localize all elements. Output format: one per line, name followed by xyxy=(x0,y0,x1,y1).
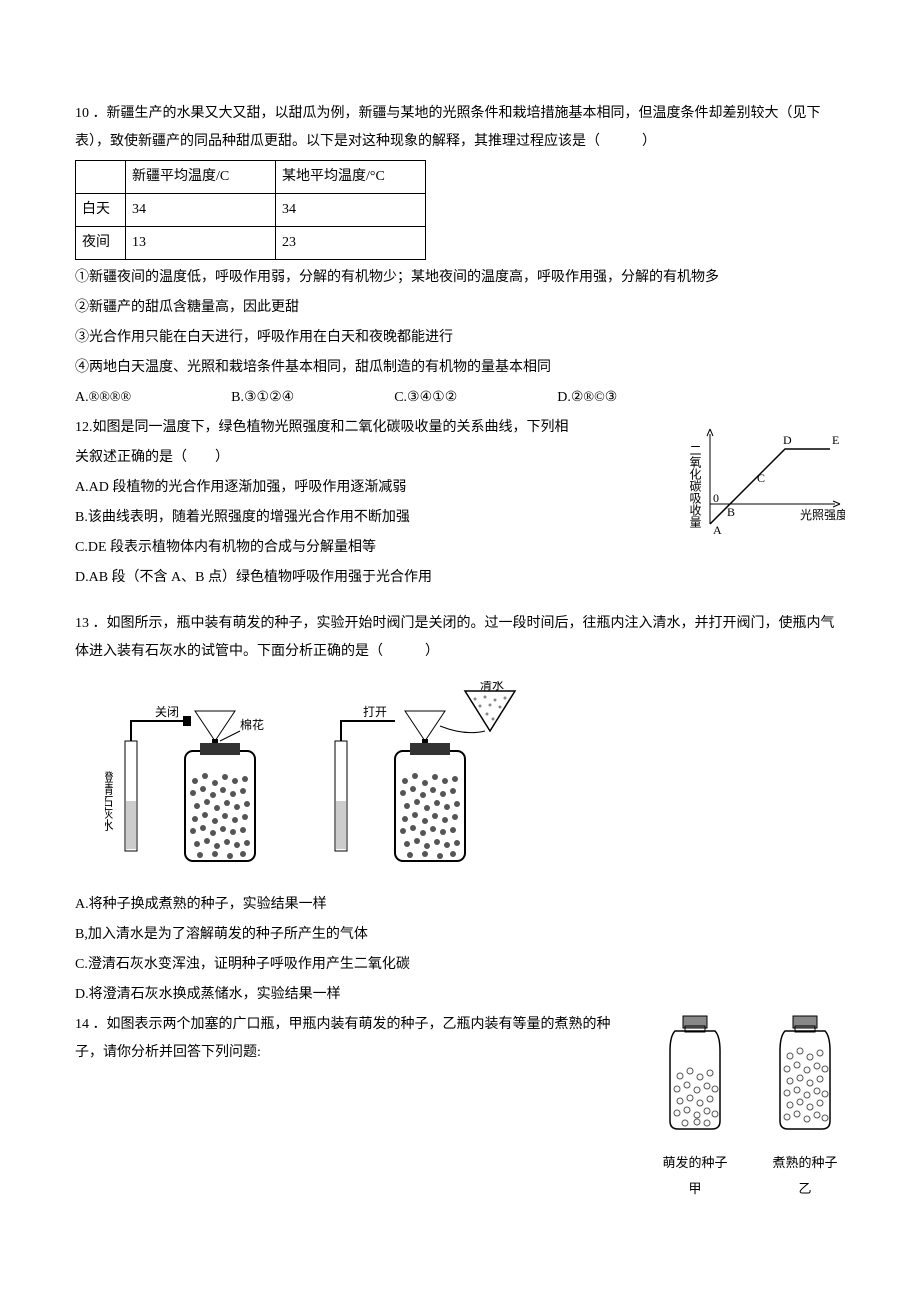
table-cell: 13 xyxy=(126,227,276,260)
table-cell: 23 xyxy=(276,227,426,260)
jar2-name: 乙 xyxy=(765,1176,845,1202)
q12-option-c: C.DE 段表示植物体内有机物的合成与分解量相等 xyxy=(75,534,675,562)
table-cell: 夜间 xyxy=(76,227,126,260)
q10-options: A.®®®® B.③①②④ C.③④①② D.②®©③ xyxy=(75,384,845,412)
svg-text:B: B xyxy=(727,505,735,519)
q12-option-d: D.AB 段（不含 A、B 点）绿色植物呼吸作用强于光合作用 xyxy=(75,564,675,592)
table-header xyxy=(76,161,126,194)
svg-text:棉花: 棉花 xyxy=(240,717,264,732)
q13-option-c: C.澄清石灰水变浑浊，证明种子呼吸作用产生二氧化碳 xyxy=(75,951,845,979)
q10-statement-3: ③光合作用只能在白天进行，呼吸作用在白天和夜晚都能进行 xyxy=(75,324,845,352)
svg-text:二氧化碳吸收量: 二氧化碳吸收量 xyxy=(688,444,702,528)
q10-stem: 10 ．新疆生产的水果又大又甜，以甜瓜为例，新疆与某地的光照条件和栽培措施基本相… xyxy=(75,100,845,156)
q12-stem-line2: 关叙述正确的是（ ） xyxy=(75,444,675,472)
svg-text:D: D xyxy=(783,433,792,447)
svg-text:打开: 打开 xyxy=(363,705,387,719)
table-header: 新疆平均温度/C xyxy=(126,161,276,194)
svg-text:澄清石灰水: 澄清石灰水 xyxy=(105,770,114,831)
option-b: B.③①②④ xyxy=(231,384,294,412)
svg-text:清水: 清水 xyxy=(480,681,504,692)
jar1-label: 萌发的种子 xyxy=(655,1150,735,1176)
q12-option-b: B.该曲线表明，随着光照强度的增强光合作用不断加强 xyxy=(75,504,675,532)
table-cell: 34 xyxy=(126,194,276,227)
q10-statement-4: ④两地白天温度、光照和栽培条件基本相同，甜瓜制造的有机物的量基本相同 xyxy=(75,354,845,382)
q13-option-d: D.将澄清石灰水换成蒸储水，实验结果一样 xyxy=(75,981,845,1009)
svg-text:光照强度: 光照强度 xyxy=(800,507,845,522)
q12-chart: 二氧化碳吸收量 光照强度 A B C D E 0 xyxy=(685,414,845,534)
svg-text:0: 0 xyxy=(713,491,719,505)
q14-figure: 萌发的种子 甲 煮熟的种子 乙 xyxy=(655,1011,845,1202)
option-a: A.®®®® xyxy=(75,384,131,412)
option-d: D.②®©③ xyxy=(557,384,617,412)
q12-option-a: A.AD 段植物的光合作用逐渐加强，呼吸作用逐渐减弱 xyxy=(75,474,675,502)
svg-text:E: E xyxy=(832,433,839,447)
option-c: C.③④①② xyxy=(394,384,457,412)
q12-stem-line1: 12.如图是同一温度下，绿色植物光照强度和二氧化碳吸收量的关系曲线，下列相 xyxy=(75,414,675,442)
svg-text:A: A xyxy=(713,523,722,537)
q13-figure: 澄清石灰水 关闭 棉花 打开 清水 xyxy=(105,681,845,881)
q10-statement-1: ①新疆夜间的温度低，呼吸作用弱，分解的有机物少；某地夜间的温度高，呼吸作用强，分… xyxy=(75,264,845,292)
table-cell: 白天 xyxy=(76,194,126,227)
svg-text:关闭: 关闭 xyxy=(155,705,179,719)
svg-text:C: C xyxy=(757,471,765,485)
q13-option-b: B,加入清水是为了溶解萌发的种子所产生的气体 xyxy=(75,921,845,949)
table-header: 某地平均温度/°C xyxy=(276,161,426,194)
q10-statement-2: ②新疆产的甜瓜含糖量高，因此更甜 xyxy=(75,294,845,322)
q13-option-a: A.将种子换成煮熟的种子，实验结果一样 xyxy=(75,891,845,919)
q13-stem: 13 ．如图所示，瓶中装有萌发的种子，实验开始时阀门是关闭的。过一段时间后，往瓶… xyxy=(75,610,845,666)
q10-table: 新疆平均温度/C 某地平均温度/°C 白天 34 34 夜间 13 23 xyxy=(75,160,426,260)
jar1-name: 甲 xyxy=(655,1176,735,1202)
jar2-label: 煮熟的种子 xyxy=(765,1150,845,1176)
table-cell: 34 xyxy=(276,194,426,227)
q14-stem: 14 ．如图表示两个加塞的广口瓶，甲瓶内装有萌发的种子，乙瓶内装有等量的煮熟的种… xyxy=(75,1011,635,1067)
